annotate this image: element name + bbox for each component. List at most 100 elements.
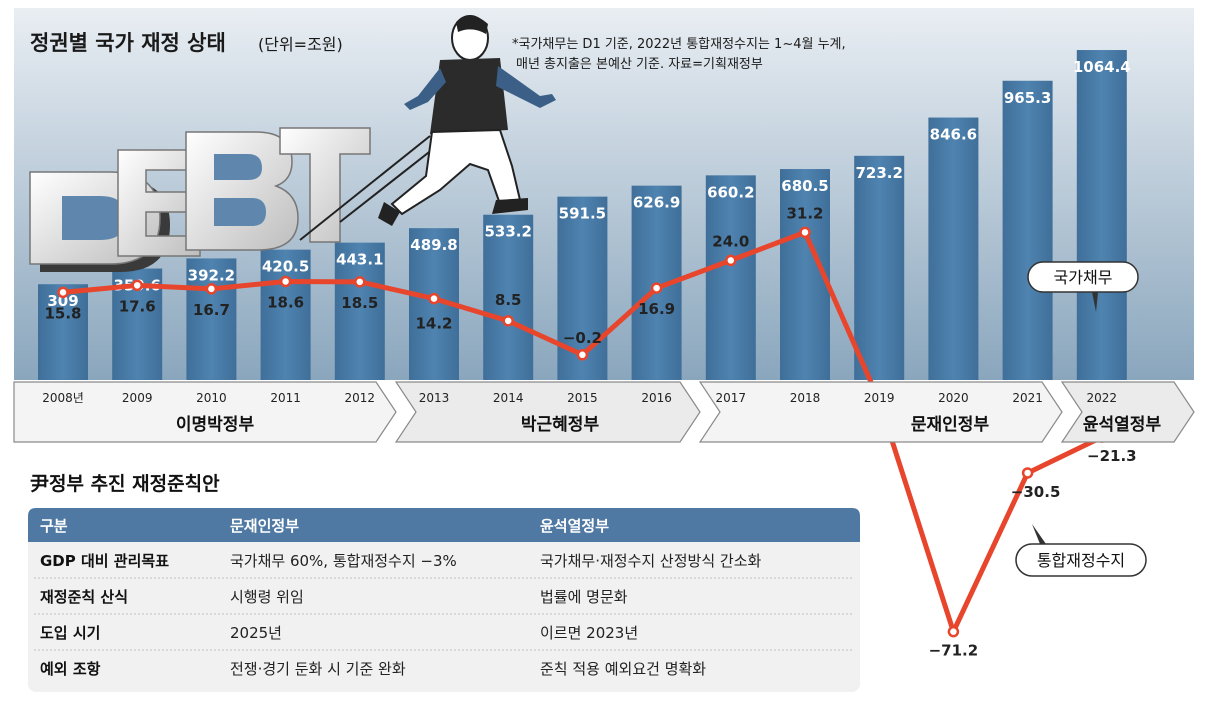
year-label: 2011 [270, 391, 301, 405]
note-line-1: *국가채무는 D1 기준, 2022년 통합재정수지는 1~4월 누계, [512, 37, 846, 52]
balance-point [428, 292, 440, 305]
table-cell: 국가채무·재정수지 산정방식 간소화 [540, 552, 762, 570]
debt-bar [1076, 50, 1127, 380]
balance-label: −71.2 [929, 642, 979, 660]
year-label: 2022 [1087, 391, 1118, 405]
balance-point [57, 286, 69, 299]
government-arrow [13, 381, 397, 443]
government-label: 박근혜정부 [521, 415, 600, 435]
balance-label: 8.5 [495, 291, 522, 309]
debt-bar-label: 626.9 [633, 194, 680, 212]
government-arrow [394, 381, 701, 443]
balance-label: 14.2 [415, 315, 452, 333]
table-cell: 국가채무 60%, 통합재정수지 −3% [230, 552, 457, 570]
debt-climber-illustration [29, 15, 556, 272]
debt-bar-label: 846.6 [930, 126, 977, 144]
debt-bar [483, 214, 534, 380]
unit-label: (단위=조원) [258, 35, 343, 54]
debt-bar-label: 1064.4 [1073, 58, 1131, 76]
balance-label: 18.6 [267, 293, 304, 311]
balance-label: 15.8 [44, 304, 81, 322]
table-cell: 법률에 명문화 [540, 588, 628, 606]
year-label: 2016 [641, 391, 672, 405]
table-cell: 도입 시기 [40, 624, 100, 642]
government-label: 이명박정부 [176, 415, 255, 435]
government-label: 문재인정부 [911, 415, 990, 435]
table-header-cell: 문재인정부 [230, 517, 299, 535]
debt-bar-label: 591.5 [559, 205, 606, 223]
year-label: 2017 [716, 391, 747, 405]
debt-bar-label: 392.2 [188, 266, 235, 284]
balance-label: 17.6 [119, 297, 156, 315]
balance-label: −21.3 [1087, 447, 1137, 465]
government-label: 윤석열정부 [1083, 415, 1162, 435]
balance-label: 16.9 [638, 300, 675, 318]
chart-title: 정권별 국가 재정 상태 [30, 31, 226, 55]
debt-bar-label: 723.2 [855, 164, 902, 182]
year-label: 2021 [1012, 391, 1043, 405]
table-cell: 이르면 2023년 [540, 624, 638, 642]
year-label: 2012 [345, 391, 376, 405]
debt-bar [854, 155, 905, 380]
climbing-man [299, 15, 556, 241]
balance-point [725, 254, 737, 267]
debt-bar [334, 242, 385, 380]
balance-label: 24.0 [712, 232, 749, 250]
balance-label: −0.2 [563, 329, 602, 347]
debt-bar [186, 258, 237, 380]
balance-point [205, 283, 218, 295]
table-cell: 재정준칙 산식 [40, 588, 128, 606]
debt-legend-label: 국가채무 [1054, 268, 1113, 287]
balance-point [576, 349, 589, 361]
fiscal-rule-table: 구분 문재인정부 윤석열정부 GDP 대비 관리목표 국가채무 60%, 통합재정수지 … [28, 508, 860, 692]
year-label: 2018 [790, 391, 821, 405]
balance-label: 18.5 [341, 294, 378, 312]
government-arrow [698, 381, 1063, 443]
table-cell: 준칙 적용 예외요건 명확화 [540, 660, 706, 678]
balance-point [279, 275, 292, 288]
debt-bar-label: 309 [47, 292, 78, 310]
balance-legend-label: 통합재정수지 [1037, 551, 1125, 570]
table-cell: 전쟁·경기 둔화 시 기준 완화 [230, 660, 406, 678]
table-header-cell: 구분 [40, 517, 68, 535]
table-cell: 예외 조항 [40, 660, 101, 678]
debt-bar [260, 249, 311, 380]
table-cell: 2025년 [230, 624, 282, 642]
table-background [28, 508, 860, 692]
table-header-cell: 윤석열정부 [540, 517, 609, 535]
debt-bar [1002, 80, 1053, 380]
year-label: 2020 [938, 391, 969, 405]
balance-point [1021, 467, 1034, 479]
balance-point [502, 315, 514, 327]
debt-letters [29, 127, 371, 272]
balance-point [131, 279, 143, 292]
balance-point [650, 282, 663, 294]
debt-legend-callout: 국가채무 [1027, 261, 1139, 312]
table-header-row [28, 508, 860, 542]
balance-point [799, 226, 811, 239]
balance-legend-callout: 통합재정수지 [1015, 524, 1147, 577]
debt-bar-label: 443.1 [336, 251, 383, 269]
debt-bar-label: 660.2 [707, 183, 754, 201]
year-label: 2009 [122, 391, 153, 405]
year-label: 2015 [567, 391, 598, 405]
year-label: 2013 [419, 391, 450, 405]
year-label: 2010 [196, 391, 227, 405]
debt-bar [705, 175, 756, 380]
balance-label: −30.5 [1011, 483, 1061, 501]
debt-bar-label: 533.2 [484, 223, 531, 241]
debt-bar [38, 284, 88, 380]
balance-point [354, 276, 366, 288]
table-cell: GDP 대비 관리목표 [40, 552, 169, 570]
debt-bar-label: 680.5 [781, 177, 828, 195]
debt-bar-label: 965.3 [1004, 89, 1051, 107]
table-title: 尹정부 추진 재정준칙안 [30, 473, 220, 495]
year-label: 2014 [493, 391, 524, 405]
balance-label: 16.7 [193, 301, 230, 319]
debt-bar-label: 489.8 [410, 236, 457, 254]
year-label: 2019 [864, 391, 895, 405]
debt-bar [928, 117, 979, 380]
note-line-2: 매년 총지출은 본예산 기준. 자료=기획재정부 [516, 57, 763, 72]
